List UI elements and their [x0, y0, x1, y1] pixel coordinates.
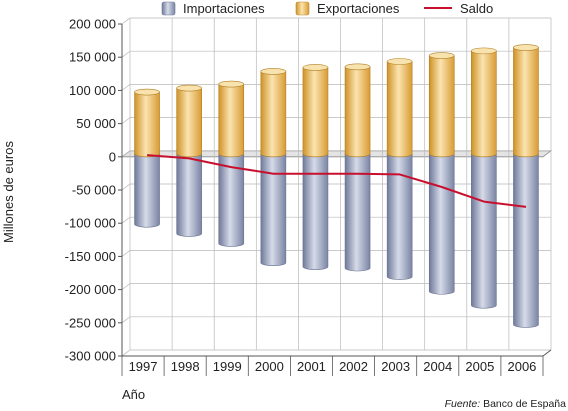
x-tick-label: 2006 — [507, 359, 536, 374]
bar-imports-1997 — [134, 150, 160, 228]
x-tick-label: 2004 — [423, 359, 452, 374]
bar-exports-2001-cap — [302, 64, 329, 71]
bar-exports-2001-body — [302, 67, 329, 158]
x-tick-label: 2005 — [465, 359, 494, 374]
x-tick-label: 2001 — [297, 359, 326, 374]
bar-exports-1999-cap — [218, 80, 245, 88]
legend-item-balance: Saldo — [424, 1, 493, 16]
source-prefix: Fuente: — [445, 398, 481, 410]
legend-label-imports: Importaciones — [183, 1, 265, 16]
x-axis-depth — [542, 349, 552, 357]
bar-imports-2006 — [513, 150, 539, 328]
x-tick-label: 2002 — [339, 359, 368, 374]
y-tick-label: 100 000 — [69, 83, 116, 98]
bar-exports-2005 — [471, 47, 497, 158]
bar-exports-1998 — [176, 84, 202, 158]
bar-exports-1999-body — [218, 83, 245, 158]
bar-exports-2006-cap — [513, 44, 539, 51]
legend-label-exports: Exportaciones — [317, 1, 400, 16]
legend-swatch-exports — [295, 1, 310, 16]
bar-exports-1998-cap — [176, 84, 202, 92]
bar-exports-2003 — [386, 58, 413, 158]
bar-exports-2004-body — [428, 55, 455, 158]
bar-exports-2003-cap — [386, 58, 413, 65]
y-tick-label: -300 000 — [65, 349, 116, 364]
bar-exports-2000 — [260, 68, 287, 158]
bar-exports-2003-body — [386, 61, 413, 158]
legend-item-exports: Exportaciones — [295, 1, 400, 16]
bar-imports-1998 — [176, 150, 202, 237]
bar-exports-1998-body — [176, 87, 202, 158]
bar-exports-1997 — [134, 88, 160, 158]
x-tick-label: 1998 — [171, 359, 200, 374]
x-tick-label: 2000 — [255, 359, 284, 374]
bar-exports-2006 — [513, 44, 539, 158]
x-axis-title: Año — [122, 387, 145, 402]
y-tick-label: 0 — [109, 149, 116, 164]
y-tick-label: 50 000 — [76, 116, 116, 131]
bar-imports-2002 — [344, 150, 371, 272]
bar-exports-1997-cap — [134, 88, 160, 96]
bar-exports-2005-body — [471, 50, 497, 158]
bar-imports-2004 — [428, 150, 455, 295]
bar-imports-2001-body — [302, 153, 329, 270]
y-tick-label: 150 000 — [69, 50, 116, 65]
bar-imports-2001 — [302, 150, 329, 270]
bar-exports-2005-cap — [471, 47, 497, 55]
bar-exports-2002-body — [344, 66, 371, 158]
bar-imports-2003 — [386, 150, 413, 280]
bar-exports-1997-body — [134, 91, 160, 158]
legend-item-imports: Importaciones — [161, 1, 265, 16]
y-tick-label: -100 000 — [65, 216, 116, 231]
y-tick-labels: 200 000 150 000 100 000 50 000 0 -50 000 -100 … — [65, 17, 122, 364]
x-tick-label: 1999 — [213, 359, 242, 374]
bar-exports-1999 — [218, 80, 245, 158]
balance-line — [147, 154, 527, 208]
x-tick-labels: 1997 1998 1999 2000 2001 2002 2003 2004 2005 2006 — [121, 356, 544, 376]
bar-imports-1997-body — [134, 153, 160, 228]
y-tick-label: -200 000 — [65, 282, 116, 297]
bar-exports-2000-cap — [260, 68, 287, 75]
bar-exports-2001 — [302, 64, 329, 158]
bar-imports-2000-body — [260, 153, 287, 266]
y-tick-label: 200 000 — [69, 17, 116, 32]
bar-imports-1999-body — [218, 153, 245, 247]
bar-imports-2005 — [471, 150, 497, 309]
y-tick-label: -250 000 — [65, 315, 116, 330]
bar-imports-2006-body — [513, 153, 539, 328]
legend-swatch-imports — [161, 1, 176, 16]
y-axis-title: Millones de euros — [1, 141, 16, 243]
bar-imports-2004-body — [428, 153, 455, 295]
bar-exports-2006-body — [513, 47, 539, 158]
bar-imports-2002-body — [344, 153, 371, 272]
bar-exports-2002-cap — [344, 63, 371, 71]
legend-label-balance: Saldo — [460, 1, 493, 16]
bar-imports-2005-body — [471, 153, 497, 309]
bar-imports-2003-body — [386, 153, 413, 280]
y-tick-label: -150 000 — [65, 249, 116, 264]
source-note: Fuente: Banco de España — [445, 398, 567, 410]
bar-exports-2004 — [428, 52, 455, 158]
balance-line-layer — [147, 154, 527, 208]
legend: Importaciones Exportaciones Saldo — [161, 1, 493, 16]
bar-exports-2002 — [344, 63, 371, 158]
x-tick-label: 1997 — [129, 359, 158, 374]
bars — [134, 44, 539, 328]
bar-exports-2004-cap — [428, 52, 455, 59]
y-tick-label: -50 000 — [72, 183, 116, 198]
bar-imports-1998-body — [176, 153, 202, 237]
x-tick-label: 2003 — [381, 359, 410, 374]
source-name: Banco de España — [483, 398, 566, 410]
bar-exports-2000-body — [260, 71, 287, 158]
bar-imports-2000 — [260, 150, 287, 266]
